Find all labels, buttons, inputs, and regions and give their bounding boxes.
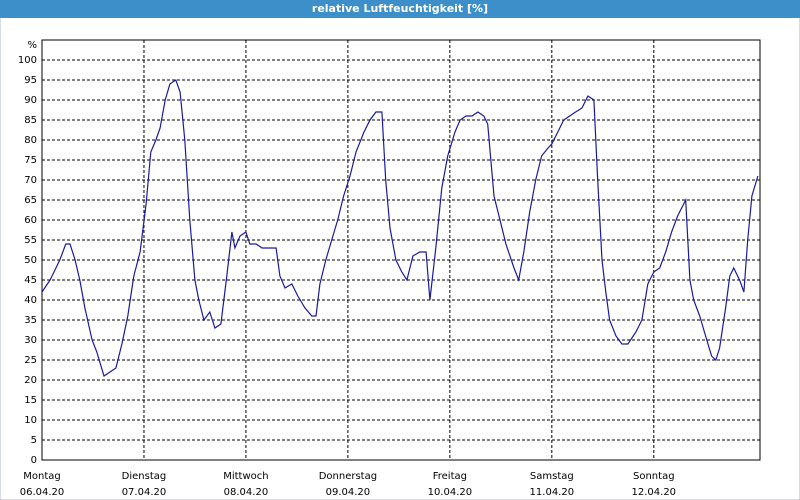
- chart-title: relative Luftfeuchtigkeit [%]: [312, 2, 488, 15]
- y-tick-label: 25: [24, 355, 37, 366]
- y-tick-label: 95: [24, 75, 37, 86]
- y-tick-label: 90: [24, 95, 37, 106]
- x-tick-label: Freitag: [433, 471, 467, 482]
- x-tick-label: Donnerstag: [319, 471, 377, 482]
- x-tick-label: Mittwoch: [223, 471, 268, 482]
- y-tick-label: 45: [24, 275, 37, 286]
- y-tick-label: 30: [24, 335, 37, 346]
- y-tick-label: 65: [24, 195, 37, 206]
- x-tick-label: Samstag: [530, 471, 574, 482]
- x-tick-date: 12.04.20: [632, 487, 677, 498]
- x-tick-date: 11.04.20: [530, 487, 575, 498]
- y-tick-label: 20: [24, 375, 37, 386]
- y-tick-label: 35: [24, 315, 37, 326]
- y-axis-label: %: [27, 40, 37, 51]
- x-tick-label: Dienstag: [122, 471, 167, 482]
- x-tick-label: Montag: [23, 471, 60, 482]
- y-tick-label: 85: [24, 115, 37, 126]
- y-tick-label: 5: [31, 435, 37, 446]
- y-tick-label: 70: [24, 175, 37, 186]
- x-tick-label: Sonntag: [633, 471, 675, 482]
- y-tick-label: 10: [24, 415, 37, 426]
- x-tick-date: 08.04.20: [224, 487, 269, 498]
- x-tick-date: 07.04.20: [122, 487, 167, 498]
- y-tick-label: 100: [18, 55, 37, 66]
- y-tick-label: 75: [24, 155, 37, 166]
- x-tick-date: 06.04.20: [20, 487, 65, 498]
- title-bar: [0, 0, 800, 18]
- y-tick-label: 15: [24, 395, 37, 406]
- x-tick-date: 10.04.20: [428, 487, 473, 498]
- data-line: [41, 79, 759, 377]
- x-tick-date: 09.04.20: [326, 487, 371, 498]
- y-tick-label: 0: [31, 455, 37, 466]
- y-tick-label: 80: [24, 135, 37, 146]
- y-tick-label: 60: [24, 215, 37, 226]
- y-tick-label: 50: [24, 255, 37, 266]
- y-tick-label: 40: [24, 295, 37, 306]
- y-tick-label: 55: [24, 235, 37, 246]
